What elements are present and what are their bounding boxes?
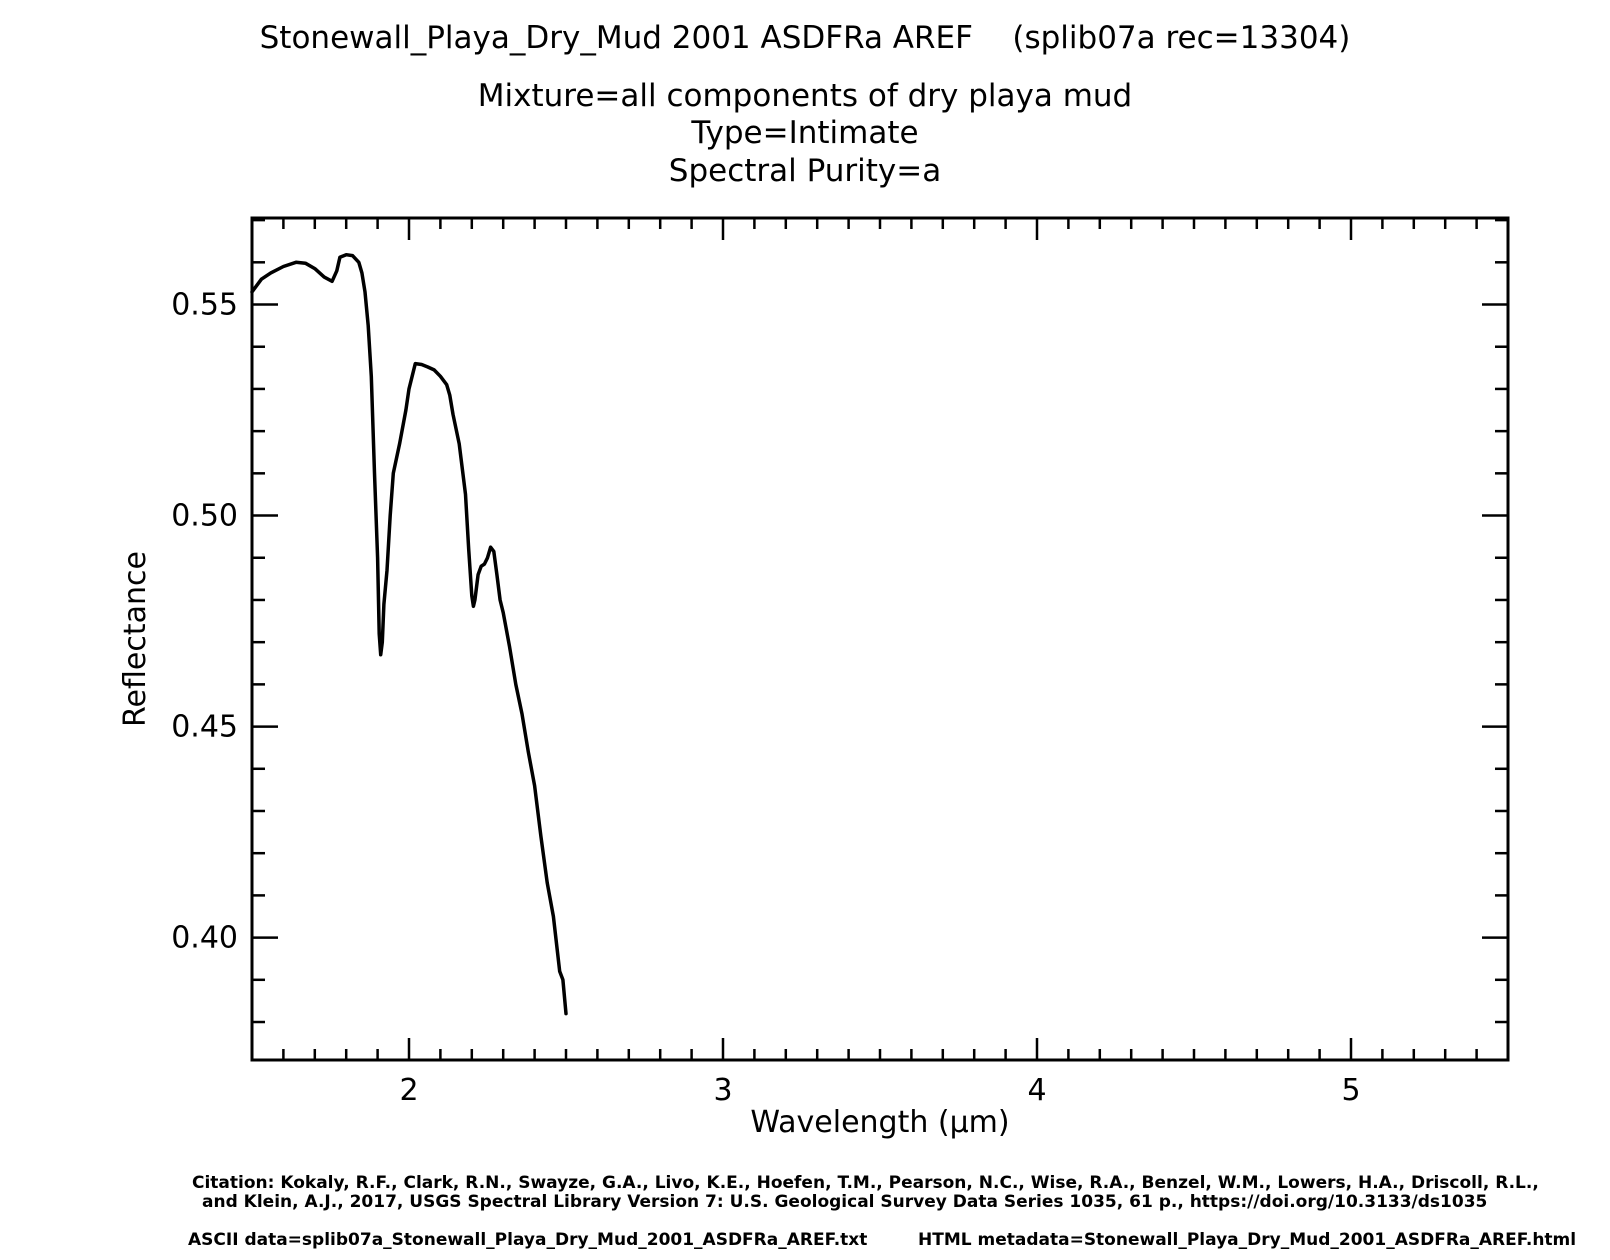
x-axis-label: Wavelength (μm)	[750, 1105, 1009, 1140]
plot-frame	[250, 216, 1510, 1062]
series-line-reflectance	[250, 252, 568, 1016]
chart-subtitle-mixture: Mixture=all components of dry playa mud	[477, 78, 1133, 114]
chart-subtitle-purity: Spectral Purity=a	[668, 153, 942, 189]
citation-line-2: and Klein, A.J., 2017, USGS Spectral Lib…	[202, 1192, 1488, 1212]
citation-line-1: Citation: Kokaly, R.F., Clark, R.N., Swa…	[192, 1173, 1539, 1193]
ascii-data-filename: ASCII data=splib07a_Stonewall_Playa_Dry_…	[188, 1230, 868, 1250]
x-tick-label: 2	[399, 1073, 418, 1108]
chart-subtitle-type: Type=Intimate	[691, 115, 919, 151]
y-tick-label: 0.45	[171, 710, 238, 745]
chart-title: Stonewall_Playa_Dry_Mud 2001 ASDFRa AREF…	[259, 20, 1351, 56]
tick-marks	[250, 218, 1510, 1060]
y-tick-label: 0.40	[171, 921, 238, 956]
tick-labels: 2 3 4 5 0.40 0.45 0.50 0.55	[171, 288, 1360, 1108]
x-tick-label: 3	[713, 1073, 732, 1108]
y-tick-label: 0.55	[171, 288, 238, 323]
y-tick-label: 0.50	[171, 499, 238, 534]
html-metadata-filename: HTML metadata=Stonewall_Playa_Dry_Mud_20…	[918, 1230, 1577, 1250]
x-tick-label: 4	[1027, 1073, 1046, 1108]
x-tick-label: 5	[1341, 1073, 1360, 1108]
y-axis-label: Reflectance	[118, 551, 153, 727]
